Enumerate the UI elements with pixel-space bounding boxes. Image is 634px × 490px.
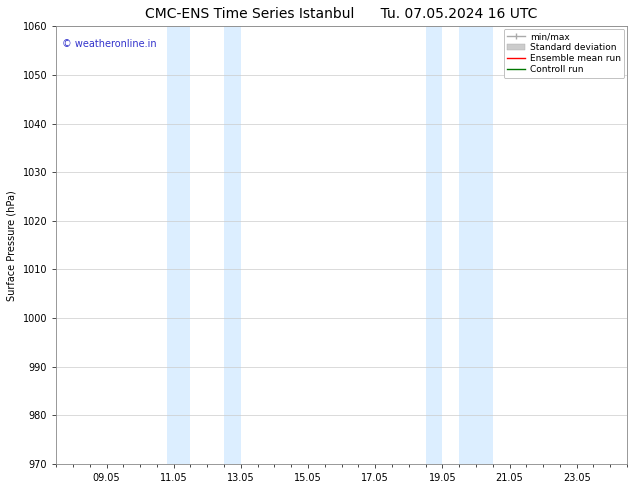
Bar <box>425 26 443 464</box>
Bar <box>224 26 241 464</box>
Bar <box>459 26 493 464</box>
Title: CMC-ENS Time Series Istanbul      Tu. 07.05.2024 16 UTC: CMC-ENS Time Series Istanbul Tu. 07.05.2… <box>145 7 538 21</box>
Bar <box>167 26 190 464</box>
Legend: min/max, Standard deviation, Ensemble mean run, Controll run: min/max, Standard deviation, Ensemble me… <box>503 29 624 77</box>
Text: © weatheronline.in: © weatheronline.in <box>62 39 157 49</box>
Y-axis label: Surface Pressure (hPa): Surface Pressure (hPa) <box>7 190 17 300</box>
